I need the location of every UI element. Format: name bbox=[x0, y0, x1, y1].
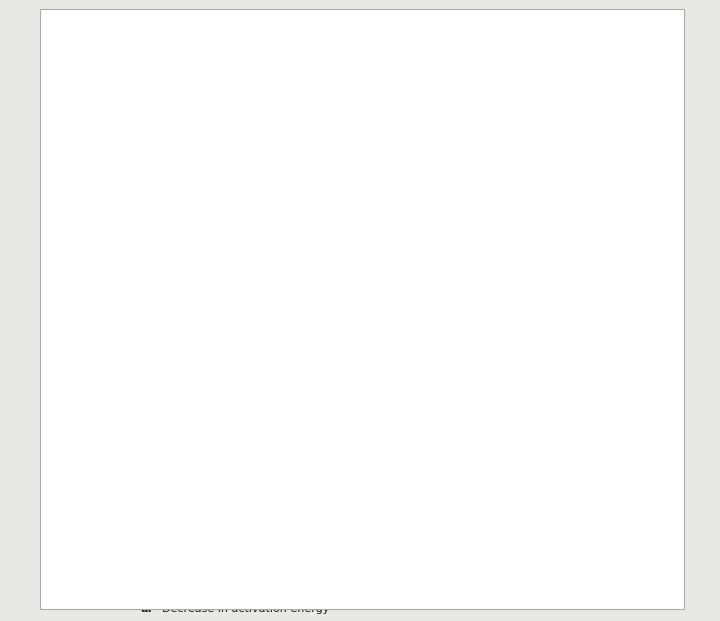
Text: Iodination of acetone neither hydrogen ion or general acid catalysis: Iodination of acetone neither hydrogen i… bbox=[162, 408, 541, 418]
Text: option from the following: option from the following bbox=[216, 309, 369, 322]
Text: a.: a. bbox=[140, 604, 152, 614]
Text: c.: c. bbox=[140, 248, 151, 258]
Text: d.: d. bbox=[140, 408, 153, 418]
Text: Decrease in activation energy: Decrease in activation energy bbox=[162, 604, 329, 614]
Text: Iodination of acetone is a specific hydrogen ion catalysis in the presence HCl: Iodination of acetone is a specific hydr… bbox=[162, 333, 591, 343]
Text: 120°: 120° bbox=[307, 117, 327, 127]
Text: correct: correct bbox=[179, 309, 226, 322]
Text: Mean ionic activity coefficient (γ ± ) of 0.001 M Na₂SO₄ is: Mean ionic activity coefficient (γ ± ) o… bbox=[112, 444, 451, 457]
Text: Br: Br bbox=[279, 91, 289, 101]
Text: 4.: 4. bbox=[65, 444, 76, 457]
Text: a.: a. bbox=[140, 198, 152, 208]
Text: 3.5 D 3.5 D: 3.5 D 3.5 D bbox=[162, 273, 225, 283]
Text: 0.382: 0.382 bbox=[162, 494, 194, 504]
Text: Br: Br bbox=[146, 91, 156, 101]
Text: d.: d. bbox=[140, 543, 153, 553]
Text: 0.679: 0.679 bbox=[162, 519, 194, 528]
Text: 3.: 3. bbox=[65, 309, 76, 322]
Text: a.: a. bbox=[140, 469, 152, 479]
Text: 0.201: 0.201 bbox=[162, 469, 194, 479]
Text: Rate = k [ H⁺] [I₂]: Rate = k [ H⁺] [I₂] bbox=[162, 383, 261, 393]
Text: Br: Br bbox=[155, 106, 164, 114]
Text: Choose the: Choose the bbox=[112, 309, 182, 322]
Text: d.: d. bbox=[140, 273, 153, 283]
Text: Iodination of acetone is a general acid catalysis in the presence HCl: Iodination of acetone is a general acid … bbox=[162, 358, 541, 368]
Text: a.: a. bbox=[140, 333, 152, 343]
Text: c.: c. bbox=[140, 383, 151, 393]
Text: The dipole moment of 1,2 -dibromobenzene [Structure 1] and 1,3 dibromobenzene: The dipole moment of 1,2 -dibromobenzene… bbox=[112, 28, 603, 41]
Text: 60°: 60° bbox=[176, 117, 191, 125]
Text: 2.42 D; 1.4 D: 2.42 D; 1.4 D bbox=[162, 198, 236, 208]
Text: b.: b. bbox=[140, 223, 153, 233]
Text: b.: b. bbox=[140, 358, 153, 368]
Text: [ structure 2] is _____ and _____ respectively. [Given cos 60= 0.5 and cos 120 =: [ structure 2] is _____ and _____ respec… bbox=[112, 55, 616, 68]
Text: 0.879: 0.879 bbox=[162, 543, 194, 553]
Text: The rate of reaction increases with temperature due to: The rate of reaction increases with temp… bbox=[112, 579, 438, 592]
Text: 3.5 D ; 2.9 D: 3.5 D ; 2.9 D bbox=[162, 248, 232, 258]
Text: 1.3 D; 2.06 D: 1.3 D; 2.06 D bbox=[162, 223, 235, 233]
Text: 5.: 5. bbox=[65, 579, 76, 592]
Text: Br: Br bbox=[299, 139, 308, 148]
Text: c.: c. bbox=[140, 519, 151, 528]
Text: b.: b. bbox=[140, 494, 153, 504]
Text: 2.: 2. bbox=[65, 28, 76, 41]
